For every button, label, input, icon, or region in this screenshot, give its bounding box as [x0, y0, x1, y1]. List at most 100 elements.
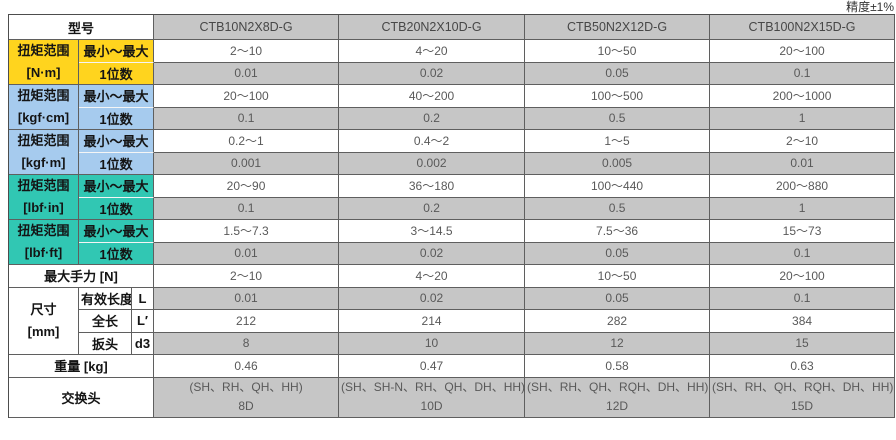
- torque-lbfin-digit-value: 1: [710, 197, 896, 220]
- exchange-head-cell: (SH、RH、QH、HH) 8D: [154, 377, 340, 418]
- torque-nm-digit-value: 0.01: [154, 62, 340, 85]
- torque-lbfin-digit-value: 0.5: [525, 197, 711, 220]
- torque-lbfft-minmax-value: 7.5～36: [525, 220, 711, 243]
- model-name-cell: CTB10N2X8D-G: [154, 15, 340, 40]
- head-size-value: 8: [154, 332, 340, 355]
- torque-kgfm-minmax-value: 2～10: [710, 130, 896, 153]
- torque-unit: [lbf·ft]: [24, 245, 63, 260]
- torque-nm-digit-value: 0.02: [339, 62, 526, 85]
- max-hand-force-value: 10～50: [525, 265, 711, 288]
- weight-value: 0.58: [525, 355, 711, 378]
- dimension-symbol-cell: L′: [132, 310, 155, 333]
- exchange-head-list: (SH、RH、QH、RQH、DH、HH): [527, 380, 709, 394]
- exchange-head-row: 交换头 (SH、RH、QH、HH) 8D (SH、SH-N、RH、QH、DH、H…: [9, 377, 896, 418]
- exchange-head-size: 15D: [791, 399, 814, 413]
- torque-nm-minmax-value: 4～20: [339, 40, 526, 63]
- torque-kgfm-minmax-value: 1～5: [525, 130, 711, 153]
- dimensions-label: 尺寸: [30, 301, 57, 317]
- exchange-head-cell: (SH、RH、QH、RQH、DH、HH) 15D: [710, 377, 896, 418]
- torque-nm-digit-value: 0.1: [710, 62, 896, 85]
- torque-lbfin-minmax-value: 20～90: [154, 175, 340, 198]
- torque-kgfm-digit-value: 0.002: [339, 152, 526, 175]
- digits-label-cell: 1位数: [79, 197, 155, 220]
- dimension-head-row: 扳头 d3 8 10 12 15: [9, 332, 896, 355]
- table-header-row: 型号 CTB10N2X8D-G CTB20N2X10D-G CTB50N2X12…: [9, 15, 896, 40]
- torque-lbfin-minmax-value: 200～880: [710, 175, 896, 198]
- torque-lbfft-minmax-value: 1.5～7.3: [154, 220, 340, 243]
- max-hand-force-row: 最大手力 [N] 2～10 4～20 10～50 20～100: [9, 265, 896, 288]
- torque-lbfft-digit-value: 0.01: [154, 242, 340, 265]
- torque-kgfcm-minmax-value: 40～200: [339, 85, 526, 108]
- minmax-label-cell: 最小～最大: [79, 130, 155, 153]
- torque-unit: [kgf·m]: [21, 155, 66, 170]
- torque-kgfm-digit-value: 0.01: [710, 152, 896, 175]
- weight-value: 0.47: [339, 355, 526, 378]
- exchange-head-size: 10D: [420, 399, 443, 413]
- torque-kgfcm-digit-value: 1: [710, 107, 896, 130]
- accuracy-note: 精度±1%: [846, 0, 894, 14]
- torque-label: 扭矩范围: [17, 88, 70, 103]
- torque-lbfin-minmax-row: 扭矩范围 [lbf·in] 最小～最大 20～90 36～180 100～440…: [9, 175, 896, 220]
- torque-lbfft-digit-value: 0.1: [710, 242, 896, 265]
- max-hand-force-value: 20～100: [710, 265, 896, 288]
- total-length-value: 214: [339, 310, 526, 333]
- torque-lbfin-digit-value: 0.2: [339, 197, 526, 220]
- torque-kgfm-digit-value: 0.001: [154, 152, 340, 175]
- torque-lbfft-digit-value: 0.02: [339, 242, 526, 265]
- exchange-head-list: (SH、SH-N、RH、QH、DH、HH): [341, 380, 526, 394]
- total-length-value: 282: [525, 310, 711, 333]
- digits-label-cell: 1位数: [79, 152, 155, 175]
- torque-unit: [N·m]: [26, 65, 61, 80]
- torque-kgfcm-digit-value: 0.1: [154, 107, 340, 130]
- torque-kgfcm-minmax-row: 扭矩范围 [kgf·cm] 最小～最大 20～100 40～200 100～50…: [9, 85, 896, 130]
- torque-lbfin-digits-row: 1位数 0.1 0.2 0.5 1: [9, 197, 896, 220]
- torque-lbfin-digit-value: 0.1: [154, 197, 340, 220]
- torque-kgfm-minmax-row: 扭矩范围 [kgf·m] 最小～最大 0.2～1 0.4～2 1～5 2～10: [9, 130, 896, 175]
- dimension-name-cell: 全长: [79, 310, 132, 333]
- digits-label-cell: 1位数: [79, 242, 155, 265]
- minmax-label-cell: 最小～最大: [79, 40, 155, 63]
- model-name-cell: CTB100N2X15D-G: [710, 15, 896, 40]
- torque-kgfm-minmax-value: 0.4～2: [339, 130, 526, 153]
- head-size-value: 15: [710, 332, 896, 355]
- torque-kgfm-label-cell: 扭矩范围 [kgf·m]: [9, 130, 79, 175]
- torque-kgfm-digits-row: 1位数 0.001 0.002 0.005 0.01: [9, 152, 896, 175]
- exchange-head-size: 12D: [606, 399, 629, 413]
- minmax-label-cell: 最小～最大: [79, 85, 155, 108]
- torque-kgfcm-minmax-value: 20～100: [154, 85, 340, 108]
- torque-lbfft-digits-row: 1位数 0.01 0.02 0.05 0.1: [9, 242, 896, 265]
- torque-unit: [lbf·in]: [23, 200, 64, 215]
- torque-lbfin-minmax-value: 36～180: [339, 175, 526, 198]
- effective-length-value: 0.01: [154, 287, 340, 310]
- max-hand-force-label-cell: 最大手力 [N]: [9, 265, 155, 288]
- minmax-label-cell: 最小～最大: [79, 220, 155, 243]
- torque-lbfin-label-cell: 扭矩范围 [lbf·in]: [9, 175, 79, 220]
- torque-kgfcm-digits-row: 1位数 0.1 0.2 0.5 1: [9, 107, 896, 130]
- dimension-name-cell: 有效长度: [79, 287, 132, 310]
- torque-label: 扭矩范围: [17, 223, 70, 238]
- max-hand-force-value: 2～10: [154, 265, 340, 288]
- max-hand-force-value: 4～20: [339, 265, 526, 288]
- torque-unit: [kgf·cm]: [17, 110, 70, 125]
- torque-lbfin-minmax-value: 100～440: [525, 175, 711, 198]
- weight-value: 0.46: [154, 355, 340, 378]
- weight-label-cell: 重量 [kg]: [9, 355, 155, 378]
- dimensions-label-cell: 尺寸 [mm]: [9, 287, 79, 355]
- exchange-head-size: 8D: [238, 399, 254, 413]
- torque-lbfft-minmax-value: 3～14.5: [339, 220, 526, 243]
- torque-label: 扭矩范围: [17, 43, 70, 58]
- torque-kgfm-digit-value: 0.005: [525, 152, 711, 175]
- minmax-label-cell: 最小～最大: [79, 175, 155, 198]
- torque-label: 扭矩范围: [17, 133, 70, 148]
- torque-lbfft-minmax-row: 扭矩范围 [lbf·ft] 最小～最大 1.5～7.3 3～14.5 7.5～3…: [9, 220, 896, 265]
- torque-kgfcm-digit-value: 0.5: [525, 107, 711, 130]
- effective-length-value: 0.1: [710, 287, 896, 310]
- head-size-value: 12: [525, 332, 711, 355]
- torque-nm-minmax-value: 10～50: [525, 40, 711, 63]
- model-label-cell: 型号: [9, 15, 155, 40]
- exchange-head-cell: (SH、SH-N、RH、QH、DH、HH) 10D: [339, 377, 526, 418]
- effective-length-value: 0.05: [525, 287, 711, 310]
- torque-lbfft-label-cell: 扭矩范围 [lbf·ft]: [9, 220, 79, 265]
- dimension-name-cell: 扳头: [79, 332, 132, 355]
- torque-nm-digits-row: 1位数 0.01 0.02 0.05 0.1: [9, 62, 896, 85]
